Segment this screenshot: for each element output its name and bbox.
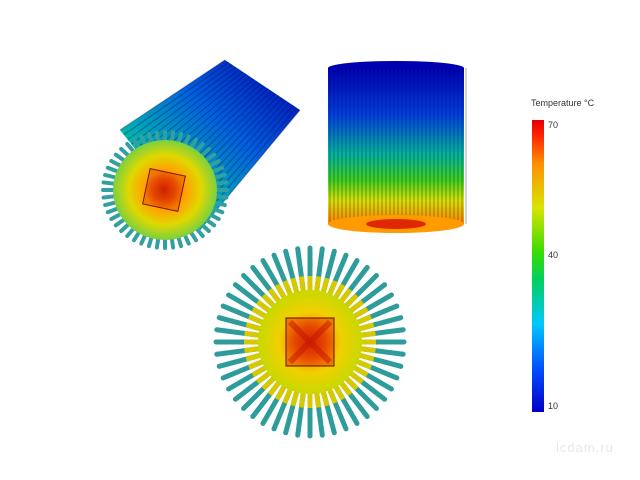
colorbar-tick-min: 10 xyxy=(548,401,559,411)
iso-fin-line xyxy=(119,59,226,131)
top-heat-pattern xyxy=(287,319,333,365)
isometric-view xyxy=(101,59,301,250)
top-fins xyxy=(213,245,407,439)
watermark: lcdam.ru xyxy=(556,440,614,455)
colorbar-tick-max: 70 xyxy=(548,120,559,130)
colorbar-tick-mid: 40 xyxy=(548,250,559,260)
iso-heat-source xyxy=(142,168,186,212)
colorbar-gradient xyxy=(532,120,544,412)
iso-fin-line xyxy=(127,64,233,141)
iso-fin-line xyxy=(123,61,229,136)
iso-body xyxy=(120,60,300,230)
top-view xyxy=(213,245,407,439)
iso-fin-line xyxy=(131,66,237,145)
side-body xyxy=(328,68,464,224)
colorbar-title: Temperature °C xyxy=(531,98,595,108)
side-view xyxy=(328,61,467,233)
side-base-hot xyxy=(366,219,426,229)
iso-fin-line xyxy=(134,69,240,150)
side-fin-stripes xyxy=(329,68,467,224)
